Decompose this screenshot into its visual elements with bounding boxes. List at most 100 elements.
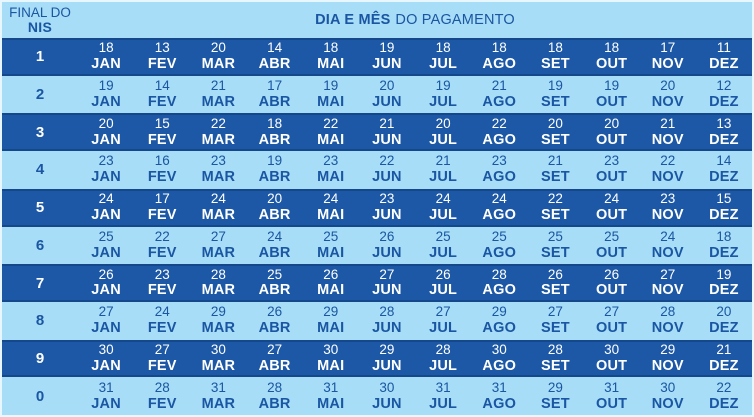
payment-date-cell: 31 JAN — [78, 377, 134, 415]
payment-month: DEZ — [709, 320, 739, 337]
payment-date-cell: 20 SET — [527, 113, 583, 151]
payment-date-cell: 15 DEZ — [696, 189, 752, 227]
payment-month: JUL — [429, 207, 458, 224]
payment-day: 18 — [491, 40, 507, 56]
payment-date-cell: 19 SET — [527, 76, 583, 114]
payment-month: JAN — [91, 131, 121, 148]
payment-date-cell: 20 JAN — [78, 113, 134, 151]
payment-date-cell: 20 DEZ — [696, 302, 752, 340]
payment-date-cell: 24 FEV — [134, 302, 190, 340]
payment-day: 20 — [267, 191, 283, 207]
payment-month: ABR — [258, 357, 291, 374]
payment-day: 22 — [323, 115, 339, 131]
payment-day: 29 — [491, 304, 507, 320]
payment-day: 22 — [716, 379, 732, 395]
payment-date-cell: 24 MAI — [303, 189, 359, 227]
payment-month: JUL — [429, 395, 458, 412]
payment-day: 23 — [323, 153, 339, 169]
payment-date-cell: 20 ABR — [247, 189, 303, 227]
payment-day: 15 — [154, 115, 170, 131]
payment-month: SET — [541, 56, 570, 73]
payment-day: 16 — [154, 153, 170, 169]
payment-month: DEZ — [709, 282, 739, 299]
payment-date-cell: 21 SET — [527, 151, 583, 189]
payment-day: 21 — [716, 341, 732, 357]
payment-day: 29 — [210, 304, 226, 320]
payment-month: JUN — [372, 131, 402, 148]
payment-date-cell: 27 ABR — [247, 340, 303, 378]
payment-date-cell: 29 MAI — [303, 302, 359, 340]
payment-day: 25 — [547, 228, 563, 244]
nis-digit: 2 — [35, 86, 45, 104]
payment-day: 20 — [547, 115, 563, 131]
payment-day: 27 — [210, 228, 226, 244]
payment-date-cell: 20 OUT — [584, 113, 640, 151]
payment-day: 20 — [210, 40, 226, 56]
payment-date-cell: 24 AGO — [471, 189, 527, 227]
payment-day: 25 — [98, 228, 114, 244]
payment-date-cell: 18 ABR — [247, 113, 303, 151]
payment-date-cell: 26 ABR — [247, 302, 303, 340]
payment-date-cell: 26 JAN — [78, 264, 134, 302]
payment-date-cell: 25 SET — [527, 227, 583, 265]
payment-date-cell: 21 JUL — [415, 151, 471, 189]
payment-date-cell: 20 JUN — [359, 76, 415, 114]
payment-date-cell: 25 OUT — [584, 227, 640, 265]
payment-month: DEZ — [709, 93, 739, 110]
payment-day: 23 — [210, 153, 226, 169]
table-row: 1 18 JAN 13 FEV 20 MAR 14 ABR 18 MAI 19 JUN 18 JUL 18 AG… — [2, 38, 752, 76]
payment-day: 13 — [154, 40, 170, 56]
payment-day: 19 — [98, 78, 114, 94]
payment-day: 20 — [98, 115, 114, 131]
payment-date-cell: 19 JAN — [78, 76, 134, 114]
payment-month: AGO — [482, 357, 517, 374]
payment-month: OUT — [595, 357, 628, 374]
payment-day: 20 — [604, 115, 620, 131]
payment-date-cell: 25 JUL — [415, 227, 471, 265]
payment-month: FEV — [147, 282, 177, 299]
payment-date-cell: 29 MAR — [190, 302, 246, 340]
payment-date-cell: 27 JAN — [78, 302, 134, 340]
payment-month: JUL — [429, 169, 458, 186]
payment-month: AGO — [482, 282, 517, 299]
payment-date-cell: 19 ABR — [247, 151, 303, 189]
payment-day: 27 — [98, 304, 114, 320]
payment-month: NOV — [651, 207, 684, 224]
payment-day: 19 — [435, 78, 451, 94]
payment-month: AGO — [482, 93, 517, 110]
payment-month: FEV — [147, 320, 177, 337]
payment-day: 22 — [379, 153, 395, 169]
payment-date-cell: 24 JAN — [78, 189, 134, 227]
nis-digit: 3 — [35, 123, 45, 141]
payment-day: 22 — [491, 115, 507, 131]
payment-date-cell: 15 FEV — [134, 113, 190, 151]
payment-month: DEZ — [709, 207, 739, 224]
payment-day: 31 — [98, 379, 114, 395]
payment-day: 18 — [604, 40, 620, 56]
payment-date-cell: 14 ABR — [247, 38, 303, 76]
payment-day: 18 — [716, 228, 732, 244]
payment-day: 23 — [491, 153, 507, 169]
payment-month: DEZ — [709, 169, 739, 186]
payment-month: SET — [541, 282, 570, 299]
nis-digit: 0 — [35, 387, 45, 405]
payment-date-cell: 23 MAR — [190, 151, 246, 189]
payment-day: 30 — [491, 341, 507, 357]
payment-day: 23 — [660, 191, 676, 207]
payment-date-cell: 28 SET — [527, 340, 583, 378]
payment-date-cell: 17 ABR — [247, 76, 303, 114]
payment-month: JUN — [372, 320, 402, 337]
payment-date-cell: 23 JUN — [359, 189, 415, 227]
payment-date-cell: 21 MAR — [190, 76, 246, 114]
payment-month: NOV — [651, 169, 684, 186]
payment-day: 30 — [379, 379, 395, 395]
payment-month: FEV — [147, 56, 177, 73]
payment-date-cell: 30 JAN — [78, 340, 134, 378]
payment-date-cell: 23 NOV — [640, 189, 696, 227]
nis-header-line1: FINAL DO — [9, 4, 71, 20]
payment-date-cell: 30 MAR — [190, 340, 246, 378]
payment-date-cell: 19 MAI — [303, 76, 359, 114]
payment-month: SET — [541, 244, 570, 261]
payment-date-cell: 21 DEZ — [696, 340, 752, 378]
payment-month: AGO — [482, 169, 517, 186]
